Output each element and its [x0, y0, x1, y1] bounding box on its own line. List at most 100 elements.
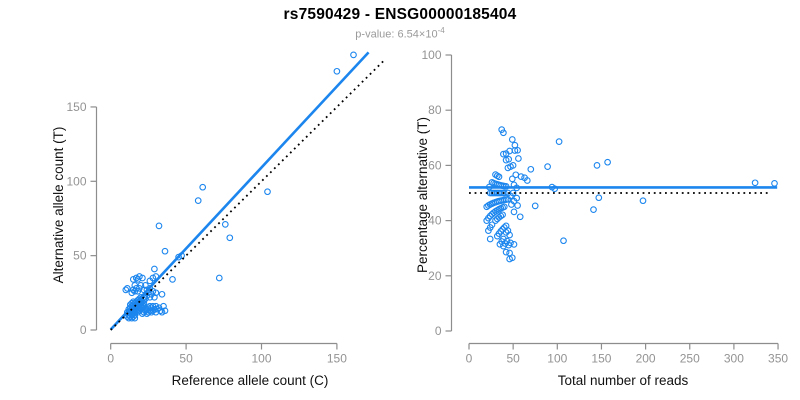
data-point	[485, 227, 492, 234]
x-axis-label: Reference allele count (C)	[172, 373, 329, 388]
data-point	[157, 307, 164, 315]
data-point	[507, 239, 514, 247]
data-point	[504, 227, 512, 234]
data-point	[503, 237, 511, 245]
y-tick-label: 0	[435, 324, 442, 338]
data-point	[516, 213, 524, 221]
data-point	[555, 138, 563, 145]
fit-line	[109, 51, 370, 331]
data-point	[151, 265, 158, 273]
data-point	[639, 197, 647, 205]
data-point	[517, 173, 525, 180]
data-point	[215, 274, 223, 282]
data-point	[175, 253, 182, 261]
data-point	[199, 183, 207, 191]
data-point	[531, 202, 539, 210]
y-axis-label: Percentage alternative (T)	[415, 117, 430, 273]
data-point	[560, 237, 567, 245]
y-tick-label: 150	[66, 100, 86, 114]
data-point	[155, 222, 163, 230]
data-point	[505, 155, 513, 163]
data-point	[502, 248, 510, 256]
data-point	[595, 194, 603, 202]
data-point	[500, 203, 508, 211]
left-plot-allele-counts: 0 50 100 150 0 50 100 150 Reference allele count…	[51, 51, 386, 388]
y-tick-label: 100	[421, 48, 441, 62]
data-point	[169, 276, 176, 283]
data-point	[514, 146, 521, 154]
pvalue-text: p-value: 6.54×10	[355, 28, 438, 41]
y-tick-label: 60	[428, 158, 442, 172]
data-point	[194, 197, 202, 204]
x-tick-label: 250	[680, 352, 700, 366]
data-point	[152, 289, 160, 297]
data-point	[499, 211, 506, 219]
data-point	[151, 293, 158, 301]
y-tick-label: 80	[428, 103, 442, 117]
data-point	[593, 162, 601, 169]
y-tick-label: 0	[80, 323, 87, 337]
data-point	[527, 165, 535, 173]
data-point	[128, 314, 136, 322]
x-tick-label: 200	[636, 352, 656, 366]
data-point	[226, 234, 234, 242]
data-point	[146, 277, 154, 285]
data-point	[137, 282, 145, 289]
data-point	[145, 308, 152, 316]
data-point	[506, 231, 513, 239]
data-point	[590, 206, 597, 213]
data-point	[511, 147, 519, 154]
data-point	[160, 302, 167, 310]
data-point	[515, 155, 522, 162]
x-tick-label: 100	[251, 352, 271, 366]
data-point	[154, 305, 161, 313]
right-plot-percentage-vs-reads: 0 20 40 60 80 100 0 50 100 150 200 250 300 350 Total n…	[415, 48, 788, 388]
data-point	[486, 212, 494, 220]
x-tick-label: 150	[327, 352, 347, 366]
data-point	[123, 308, 131, 316]
data-point	[158, 308, 166, 316]
pvalue-subtitle: p-value: 6.54×10-4	[0, 26, 800, 41]
data-point	[139, 274, 146, 282]
data-point	[544, 163, 551, 170]
data-point	[500, 150, 507, 158]
data-point	[514, 202, 521, 209]
identity-line	[110, 58, 386, 331]
data-point	[506, 255, 513, 263]
data-point	[483, 217, 491, 224]
data-point	[333, 67, 341, 75]
x-tick-label: 50	[506, 352, 520, 366]
data-point	[509, 189, 517, 197]
x-axis-label: Total number of reads	[558, 373, 689, 388]
data-point	[495, 173, 503, 181]
data-point	[523, 177, 531, 184]
data-point	[498, 126, 506, 133]
data-point	[486, 235, 494, 243]
data-point	[500, 189, 508, 197]
data-point	[122, 286, 130, 294]
data-point	[350, 51, 357, 59]
y-tick-label: 50	[73, 249, 87, 263]
data-point	[123, 285, 131, 292]
data-point	[158, 290, 166, 298]
data-point	[510, 241, 518, 248]
data-point	[510, 208, 518, 216]
data-point	[513, 194, 521, 202]
x-tick-label: 50	[179, 352, 193, 366]
data-point	[264, 188, 271, 196]
x-tick-label: 0	[107, 352, 114, 366]
data-point	[488, 221, 496, 229]
data-point	[125, 314, 133, 322]
figure-title: rs7590429 - ENSG00000185404	[283, 6, 517, 23]
data-point	[508, 136, 516, 143]
data-point	[771, 180, 778, 187]
data-point	[508, 175, 516, 183]
data-point	[142, 282, 149, 289]
y-axis-label: Alternative allele count (T)	[51, 127, 66, 284]
data-point	[161, 247, 169, 255]
x-tick-label: 350	[768, 352, 788, 366]
y-tick-label: 100	[66, 174, 86, 188]
data-point	[139, 301, 146, 309]
